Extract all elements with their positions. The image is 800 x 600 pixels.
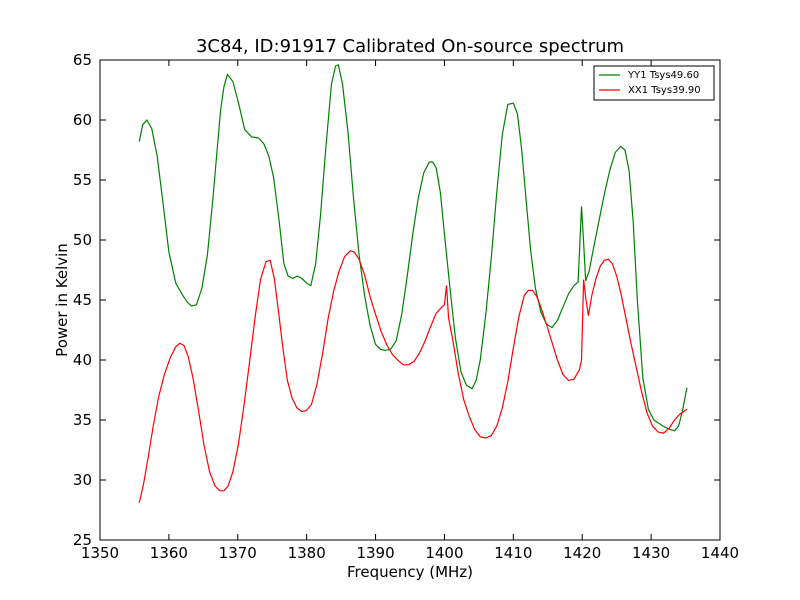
- x-tick-label: 1440: [701, 544, 739, 562]
- x-tick-label: 1380: [288, 544, 326, 562]
- y-tick-label: 30: [73, 471, 92, 489]
- y-tick-label: 40: [73, 351, 92, 369]
- y-axis-label: Power in Kelvin: [53, 243, 71, 357]
- legend-box: [593, 65, 715, 101]
- x-tick-label: 1370: [219, 544, 257, 562]
- series-line-0: [138, 63, 688, 432]
- y-tick-label: 35: [73, 411, 92, 429]
- chart-title: 3C84, ID:91917 Calibrated On-source spec…: [196, 36, 624, 57]
- x-tick-label: 1350: [81, 544, 119, 562]
- plot-frame: [99, 59, 721, 541]
- x-tick-label: 1360: [150, 544, 188, 562]
- y-tick-label: 45: [73, 291, 92, 309]
- x-tick-label: 1400: [425, 544, 463, 562]
- legend-label-yy1: YY1 Tsys49.60: [627, 70, 699, 81]
- tick-layer: 1350 1360 1370 1380 1390 1400 1410 1420 1430 1440…: [73, 51, 739, 562]
- y-tick-label: 55: [73, 171, 92, 189]
- series-line-1: [138, 250, 688, 503]
- y-tick-label: 25: [73, 531, 92, 549]
- series-layer: [138, 63, 688, 503]
- legend: YY1 Tsys49.60 XX1 Tsys39.90: [593, 65, 715, 101]
- y-tick-label: 65: [73, 51, 92, 69]
- y-tick-label: 60: [73, 111, 92, 129]
- x-tick-label: 1410: [494, 544, 532, 562]
- x-tick-label: 1430: [632, 544, 670, 562]
- legend-label-xx1: XX1 Tsys39.90: [628, 85, 701, 96]
- y-tick-label: 50: [73, 231, 92, 249]
- x-axis-label: Frequency (MHz): [347, 563, 473, 581]
- x-tick-label: 1420: [563, 544, 601, 562]
- plot-area: [100, 60, 720, 540]
- x-tick-label: 1390: [356, 544, 394, 562]
